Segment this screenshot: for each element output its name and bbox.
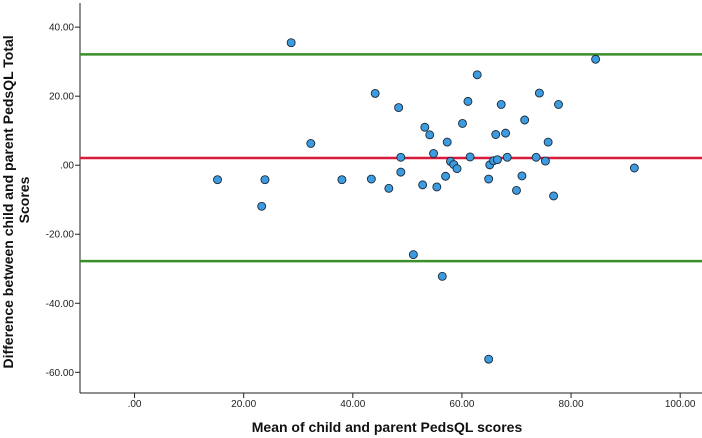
data-point [452,164,462,174]
y-axis-ticks: 40.00 20.00 .00 -20.00 -40.00 -60.00 [46,23,80,379]
x-axis-ticks: .00 20.00 40.00 60.00 80.00 100.00 [128,393,696,410]
y-tick-label: 20.00 [49,92,74,103]
data-point [554,100,563,109]
data-point [491,130,501,139]
y-tick-label: -40.00 [46,299,75,310]
data-point [465,152,475,162]
data-point [484,174,494,184]
data-point [540,156,550,166]
data-point [531,152,541,162]
data-point [394,103,404,113]
data-point [520,115,530,125]
data-point [408,250,418,260]
y-axis-title-line-1: Difference between child and parent Peds… [0,35,16,368]
data-point [441,171,451,181]
reference-lines [80,53,702,263]
data-point [420,122,430,132]
data-point [501,128,511,138]
data-point [429,149,439,158]
data-point [396,167,406,177]
data-point [496,100,506,109]
data-point [396,152,406,162]
y-axis-title: Difference between child and parent Peds… [0,31,32,368]
y-tick-label: .00 [60,161,74,172]
data-point [463,96,473,106]
data-point [549,191,559,201]
data-point [437,271,447,281]
y-axis-title-line-2: Scores [16,176,32,223]
data-point [517,171,527,181]
data-point [384,183,394,193]
x-axis-title: Mean of child and parent PedsQL scores [252,419,523,435]
data-point [370,88,380,98]
data-point [432,182,442,192]
data-point [286,38,296,48]
data-point [472,70,482,80]
data-point [629,163,639,173]
data-point [418,180,428,190]
data-point [458,119,467,128]
y-tick-label: 40.00 [49,23,74,34]
data-point [543,137,553,147]
data-point [337,175,347,185]
data-point [306,139,316,148]
y-tick-label: -60.00 [46,368,75,379]
data-point [484,354,494,364]
data-point [425,130,435,140]
data-point [442,137,452,147]
data-point [512,185,521,195]
data-point [502,152,512,162]
data-point [534,88,544,98]
data-point [492,155,502,165]
data-point [366,174,376,184]
data-point [260,175,270,185]
data-point [213,175,222,185]
data-points [213,38,639,364]
x-tick-label: 100.00 [665,399,696,410]
x-tick-label: 60.00 [449,399,474,410]
x-tick-label: 40.00 [340,399,365,410]
axes [79,3,702,394]
x-tick-label: .00 [128,399,142,410]
x-tick-label: 20.00 [231,399,256,410]
data-point [591,54,601,64]
y-tick-label: -20.00 [46,230,75,241]
x-tick-label: 80.00 [559,399,584,410]
data-point [257,201,267,211]
